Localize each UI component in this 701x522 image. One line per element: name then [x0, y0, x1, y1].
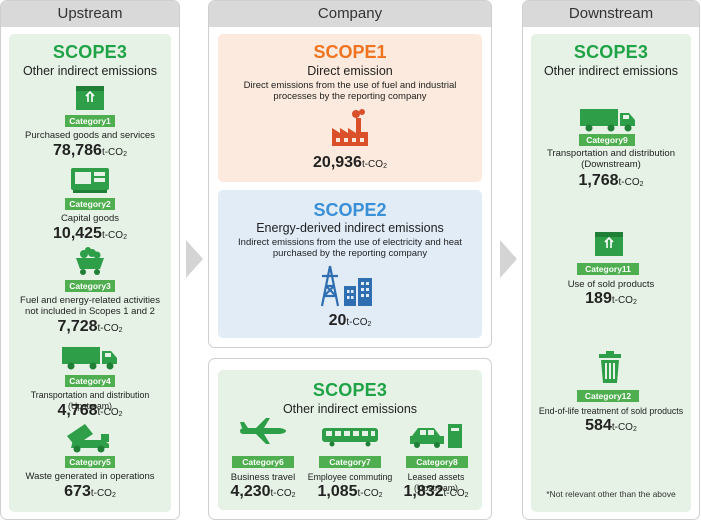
category6-label: Business travel — [230, 472, 296, 483]
downstream-scope-subtitle: Other indirect emissions — [543, 64, 679, 78]
truck-icon — [579, 106, 637, 134]
category2-value-line: 10,425t-CO2 — [53, 225, 127, 242]
category11-label: Use of sold products — [567, 279, 655, 290]
category2-badge: Category2 — [65, 198, 115, 210]
category3-label-line2: not included in Scopes 1 and 2 — [25, 306, 155, 317]
flow-arrow-right — [500, 240, 517, 278]
downstream-scope-title: SCOPE3 — [573, 42, 649, 62]
scope2-title: SCOPE2 — [313, 200, 387, 220]
scope2-desc-line1: Indirect emissions from the use of elect… — [238, 237, 462, 248]
category3-value-line: 7,728t-CO2 — [57, 318, 123, 335]
category6-badge: Category6 — [232, 456, 294, 468]
garbage-truck-icon — [63, 422, 115, 454]
category7-value-line: 1,085t-CO2 — [317, 483, 383, 500]
downstream-footnote: *Not relevant other than the above — [546, 489, 676, 499]
box-icon — [593, 228, 625, 258]
scope1-desc-line2: processes by the reporting company — [273, 91, 427, 102]
category3-badge: Category3 — [65, 280, 115, 292]
category4-value: 4,768 — [57, 402, 98, 419]
category8-badge: Category8 — [406, 456, 468, 468]
car-printer-icon — [408, 422, 464, 450]
machine-icon — [69, 164, 111, 194]
category9-value: 1,768 — [578, 172, 619, 189]
category4-value-line: 4,768t-CO2 — [57, 402, 123, 419]
category8-value-line: 1,832t-CO2 — [403, 483, 469, 500]
company-scope3-subtitle: Other indirect emissions — [282, 402, 418, 416]
scope2-desc-line2: purchased by the reporting company — [272, 248, 428, 259]
scope1-value: 20,936 — [313, 154, 362, 171]
category8-value: 1,832 — [403, 483, 444, 500]
scope2-panel: SCOPE2 Energy-derived indirect emissions… — [218, 190, 482, 338]
category5-badge: Category5 — [65, 456, 115, 468]
category1-value: 78,786 — [53, 142, 102, 159]
category1-value-line: 78,786t-CO2 — [53, 142, 127, 159]
category9-label-line2: (Downstream) — [581, 159, 641, 170]
category12-badge: Category12 — [577, 390, 639, 402]
category11-value: 189 — [585, 290, 612, 307]
category5-value: 673 — [64, 483, 91, 500]
upstream-scope-subtitle: Other indirect emissions — [22, 64, 158, 78]
category9-badge: Category9 — [579, 134, 635, 146]
box-icon — [74, 82, 106, 112]
coal-cart-icon — [73, 247, 107, 277]
category8-label: Leased assets (Upstream) — [407, 472, 465, 493]
category4-label: Transportation and distribution (Upstrea… — [30, 390, 150, 411]
category5-label: Waste generated in operations — [25, 471, 155, 482]
scope1-panel: SCOPE1 Direct emission Direct emissions … — [218, 34, 482, 182]
company-header: Company — [209, 1, 491, 27]
category7-value: 1,085 — [317, 483, 358, 500]
downstream-scope3-panel: SCOPE3 Other indirect emissions Category… — [531, 34, 691, 512]
category6-value-line: 4,230t-CO2 — [230, 483, 296, 500]
category4-badge: Category4 — [65, 375, 115, 387]
category5-value-line: 673t-CO2 — [64, 483, 116, 500]
scope2-value-line: 20t-CO2 — [328, 312, 372, 329]
scope1-desc-line1: Direct emissions from the use of fuel an… — [243, 80, 457, 91]
company-scope3-title: SCOPE3 — [312, 380, 388, 400]
power-tower-icon — [320, 264, 374, 308]
category7-label: Employee commuting — [307, 472, 393, 482]
scope1-value-line: 20,936t-CO2 — [313, 154, 387, 171]
trash-can-icon — [597, 350, 623, 384]
airplane-icon — [238, 416, 288, 446]
flow-arrow-left — [186, 240, 203, 278]
category11-value-line: 189t-CO2 — [585, 290, 637, 307]
truck-icon — [61, 344, 119, 372]
category2-value: 10,425 — [53, 225, 102, 242]
scope2-value: 20 — [328, 312, 347, 329]
category1-badge: Category1 — [65, 115, 115, 127]
scope2-subtitle: Energy-derived indirect emissions — [256, 221, 444, 235]
train-icon — [320, 426, 380, 448]
category2-label: Capital goods — [60, 213, 120, 224]
upstream-scope3-panel: SCOPE3 Other indirect emissions Category… — [9, 34, 171, 512]
category3-value: 7,728 — [57, 318, 98, 335]
scope1-title: SCOPE1 — [313, 42, 387, 62]
category9-value-line: 1,768t-CO2 — [578, 172, 644, 189]
company-scope3-panel: SCOPE3 Other indirect emissions Category… — [218, 370, 482, 510]
category1-label: Purchased goods and services — [25, 130, 155, 141]
upstream-header: Upstream — [1, 1, 179, 27]
category7-badge: Category7 — [319, 456, 381, 468]
factory-icon — [330, 108, 370, 148]
category12-value: 584 — [585, 417, 612, 434]
downstream-header: Downstream — [523, 1, 699, 27]
category9-label-line1: Transportation and distribution — [547, 148, 675, 159]
scope1-subtitle: Direct emission — [307, 64, 393, 78]
category12-label: End-of-life treatment of sold products — [538, 406, 684, 416]
category12-value-line: 584t-CO2 — [585, 417, 637, 434]
upstream-scope-title: SCOPE3 — [52, 42, 128, 62]
category11-badge: Category11 — [577, 263, 639, 275]
category6-value: 4,230 — [230, 483, 271, 500]
category3-label-line1: Fuel and energy-related activities — [20, 295, 160, 306]
